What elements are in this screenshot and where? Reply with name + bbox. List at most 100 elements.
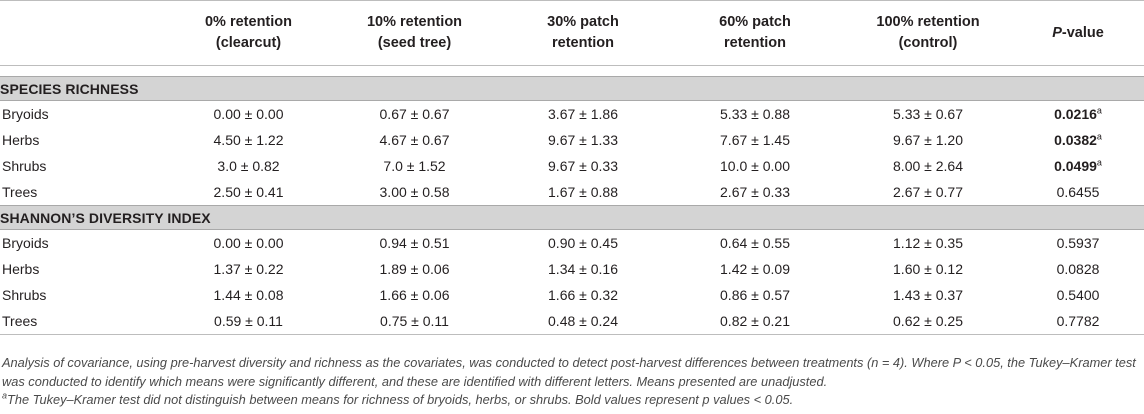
table-cell: 0.48 ± 0.24 <box>500 308 666 335</box>
p-value: 0.7782 <box>1056 313 1100 329</box>
table-cell: 0.62 ± 0.25 <box>844 308 1012 335</box>
table-cell: 3.0 ± 0.82 <box>217 158 280 174</box>
header-cell-treatment: 30% patch retention <box>500 0 666 66</box>
p-value-cell: 0.5937 <box>1012 230 1144 257</box>
row-label: Herbs <box>2 132 40 148</box>
table-row: Trees 2.50 ± 0.41 3.00 ± 0.58 1.67 ± 0.88 2.… <box>0 179 1144 206</box>
table-cell: 1.89 ± 0.06 <box>379 261 450 277</box>
table-cell: 9.67 ± 1.33 <box>548 132 618 148</box>
table-cell: 1.42 ± 0.09 <box>720 261 790 277</box>
p-value-cell: 0.0499a <box>1012 153 1144 179</box>
p-value-cell: 0.5400 <box>1012 282 1144 308</box>
table-cell: 3.00 ± 0.58 <box>379 184 450 200</box>
table-header-row: 0% retention (clearcut) 10% retention (seed… <box>0 0 1144 66</box>
header-cell-treatment: 100% retention (control) <box>844 0 1012 66</box>
p-value-cell: 0.0828 <box>1012 256 1144 282</box>
note-footnote: aThe Tukey–Kramer test did not distingui… <box>2 391 1142 410</box>
section-header-row: SPECIES RICHNESS <box>0 76 1144 101</box>
p-value: 0.0216 <box>1054 106 1097 122</box>
header-cell-treatment: 60% patch retention <box>666 0 844 66</box>
table-cell: 4.67 ± 0.67 <box>379 132 450 148</box>
section-title: SHANNON’S DIVERSITY INDEX <box>0 205 1144 230</box>
spacer-row <box>0 66 1144 77</box>
header-line2: (control) <box>898 35 958 51</box>
table-row: Trees 0.59 ± 0.11 0.75 ± 0.11 0.48 ± 0.24 0.… <box>0 308 1144 335</box>
p-value: 0.5937 <box>1056 235 1100 251</box>
p-value-cell: 0.6455 <box>1012 179 1144 206</box>
table-cell: 9.67 ± 1.20 <box>893 132 963 148</box>
row-label: Trees <box>2 184 38 200</box>
header-cell-treatment: 10% retention (seed tree) <box>329 0 500 66</box>
header-line2: (seed tree) <box>377 35 452 51</box>
header-line2: retention <box>723 35 787 51</box>
table-cell: 4.50 ± 1.22 <box>213 132 284 148</box>
row-label: Trees <box>0 308 168 335</box>
table-cell: 8.00 ± 2.64 <box>893 158 963 174</box>
p-value-superscript: a <box>1096 131 1102 142</box>
table-row: Bryoids 0.00 ± 0.00 0.94 ± 0.51 0.90 ± 0.45… <box>0 230 1144 257</box>
p-value-cell: 0.7782 <box>1012 308 1144 335</box>
table-row: Shrubs 1.44 ± 0.08 1.66 ± 0.06 1.66 ± 0.32 0… <box>0 282 1144 308</box>
header-line1: 0% retention <box>204 14 292 30</box>
p-value-superscript: a <box>1096 157 1102 168</box>
table-cell: 1.66 ± 0.32 <box>548 287 618 303</box>
row-label: Shrubs <box>2 287 47 303</box>
p-value: 0.5400 <box>1056 287 1100 303</box>
footnote-text: The Tukey–Kramer test did not distinguis… <box>7 392 794 407</box>
table-cell: 3.67 ± 1.86 <box>548 106 618 122</box>
p-value: 0.0828 <box>1056 261 1100 277</box>
table-cell: 7.67 ± 1.45 <box>720 132 790 148</box>
table-cell: 0.00 ± 0.00 <box>213 106 284 122</box>
table-cell: 1.34 ± 0.16 <box>548 261 618 277</box>
header-line2: retention <box>551 35 615 51</box>
note-main: Analysis of covariance, using pre-harves… <box>2 355 1136 389</box>
table-body: SPECIES RICHNESS Bryoids 0.00 ± 0.00 0.67 ±… <box>0 66 1144 335</box>
header-line1: 60% patch <box>719 14 791 30</box>
table-cell: 1.67 ± 0.88 <box>548 184 618 200</box>
table-cell: 0.59 ± 0.11 <box>168 308 329 335</box>
table-cell: 0.90 ± 0.45 <box>548 235 618 251</box>
table-row: Herbs 4.50 ± 1.22 4.67 ± 0.67 9.67 ± 1.33 7.… <box>0 127 1144 153</box>
p-value-superscript: a <box>1096 105 1102 116</box>
row-label: Bryoids <box>2 235 49 251</box>
table-cell: 0.67 ± 0.67 <box>379 106 450 122</box>
table-row: Shrubs 3.0 ± 0.82 7.0 ± 1.52 9.67 ± 0.33 10.… <box>0 153 1144 179</box>
table-notes: Analysis of covariance, using pre-harves… <box>2 354 1142 410</box>
p-value: 0.0382 <box>1054 132 1097 148</box>
table-cell: 1.60 ± 0.12 <box>893 261 963 277</box>
table-cell: 0.82 ± 0.21 <box>666 308 844 335</box>
header-cell-empty <box>0 0 168 66</box>
table-cell: 0.75 ± 0.11 <box>329 308 500 335</box>
table-row: Bryoids 0.00 ± 0.00 0.67 ± 0.67 3.67 ± 1.86… <box>0 101 1144 128</box>
table-cell: 1.44 ± 0.08 <box>213 287 284 303</box>
header-p-suffix: -value <box>1061 24 1104 41</box>
table-cell: 1.37 ± 0.22 <box>213 261 284 277</box>
section-header-row: SHANNON’S DIVERSITY INDEX <box>0 205 1144 230</box>
p-value-cell: 0.0382a <box>1012 127 1144 153</box>
table-cell: 9.67 ± 0.33 <box>548 158 618 174</box>
p-value: 0.0499 <box>1054 158 1097 174</box>
table-cell: 0.94 ± 0.51 <box>379 235 450 251</box>
header-cell-treatment: 0% retention (clearcut) <box>168 0 329 66</box>
header-line1: 100% retention <box>876 14 980 30</box>
header-line1: 30% patch <box>547 14 619 30</box>
footnote-mark: a <box>2 390 8 401</box>
header-line2: (clearcut) <box>215 35 282 51</box>
table-cell: 10.0 ± 0.00 <box>720 158 790 174</box>
table-cell: 5.33 ± 0.88 <box>720 106 790 122</box>
table-cell: 2.67 ± 0.33 <box>720 184 790 200</box>
table-cell: 2.67 ± 0.77 <box>893 184 963 200</box>
table-cell: 0.00 ± 0.00 <box>213 235 284 251</box>
p-value-cell: 0.0216a <box>1012 101 1144 128</box>
table-cell: 1.12 ± 0.35 <box>893 235 963 251</box>
table-cell: 1.66 ± 0.06 <box>379 287 450 303</box>
section-title: SPECIES RICHNESS <box>0 76 1144 101</box>
table-row: Herbs 1.37 ± 0.22 1.89 ± 0.06 1.34 ± 0.16 1.… <box>0 256 1144 282</box>
p-value: 0.6455 <box>1056 184 1100 200</box>
table-cell: 0.64 ± 0.55 <box>720 235 790 251</box>
row-label: Shrubs <box>2 158 47 174</box>
table-cell: 7.0 ± 1.52 <box>383 158 446 174</box>
table-cell: 0.86 ± 0.57 <box>720 287 790 303</box>
results-table: 0% retention (clearcut) 10% retention (seed… <box>0 0 1144 335</box>
row-label: Herbs <box>2 261 40 277</box>
